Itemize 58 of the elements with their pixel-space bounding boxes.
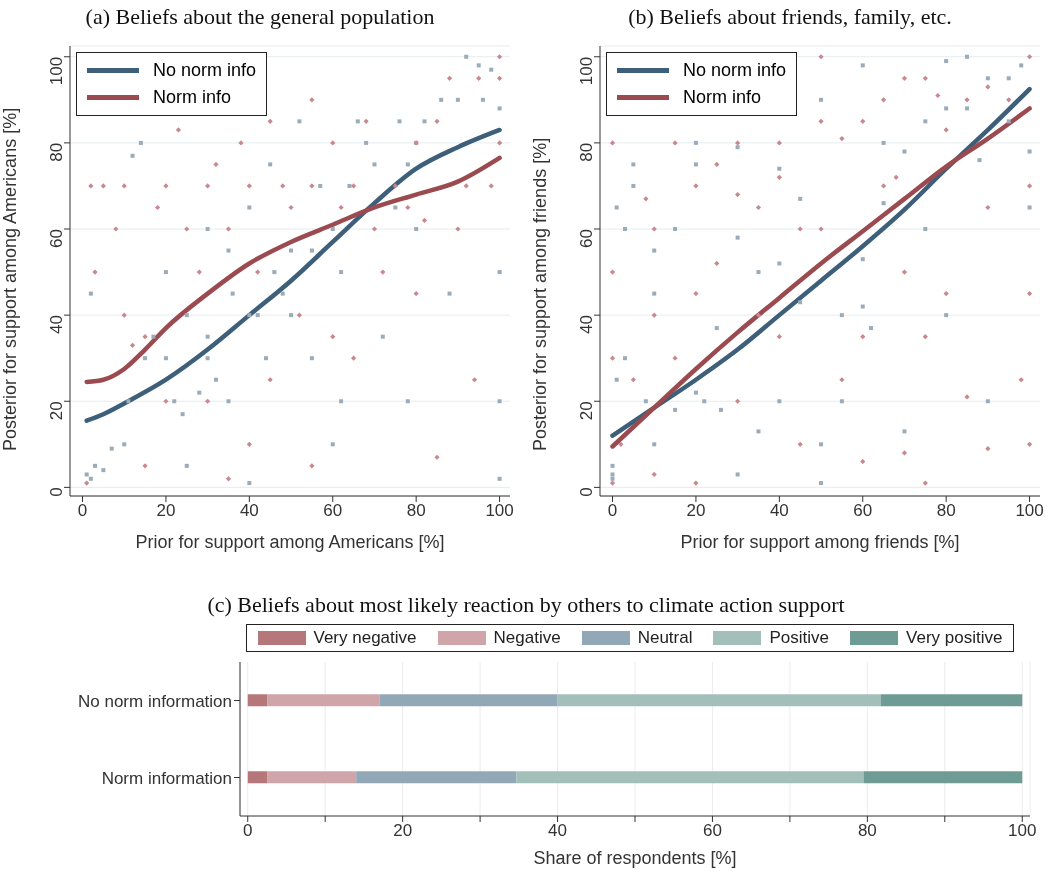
y-tick-label: Norm information — [101, 768, 232, 788]
y-tick-label: 60 — [577, 229, 597, 248]
chart-title: (a) Beliefs about the general population — [84, 3, 436, 31]
legend-label: Very positive — [905, 628, 1003, 648]
x-tick-label: 60 — [323, 501, 343, 521]
legend-label: Negative — [492, 628, 561, 648]
legend-label: No norm info — [683, 60, 787, 81]
x-axis-title: Prior for support among friends [%] — [680, 532, 960, 552]
x-tick-label: 100 — [485, 501, 514, 521]
y-tick-label: 0 — [47, 487, 67, 497]
y-tick-label: 40 — [47, 315, 67, 335]
x-axis-title: Share of respondents [%] — [533, 848, 737, 868]
x-tick-label: 0 — [607, 501, 618, 521]
y-tick-label: 100 — [47, 56, 67, 86]
y-tick-label: 40 — [577, 315, 597, 335]
x-tick-label: 80 — [857, 821, 877, 841]
y-tick-label: 20 — [577, 401, 597, 421]
y-tick-label: 0 — [577, 487, 597, 497]
y-tick-label: 100 — [577, 56, 597, 86]
bar — [247, 771, 268, 784]
x-tick-label: 20 — [393, 821, 413, 841]
y-tick-label: 60 — [47, 229, 67, 248]
legend-label: Very negative — [312, 628, 417, 648]
y-tick-label: 20 — [47, 401, 67, 421]
bar — [267, 771, 357, 784]
legend-label: Positive — [768, 628, 830, 648]
x-tick-label: 60 — [853, 501, 873, 521]
bar — [516, 771, 864, 784]
bar — [863, 771, 1023, 784]
x-tick-label: 80 — [406, 501, 426, 521]
legend-label: No norm info — [153, 60, 257, 81]
bar — [356, 771, 517, 784]
x-tick-label: 100 — [1008, 821, 1037, 841]
bar — [880, 694, 1023, 707]
bar — [557, 694, 881, 707]
x-tick-label: 80 — [936, 501, 956, 521]
bar — [267, 694, 380, 707]
y-tick-label: 80 — [577, 142, 597, 162]
y-tick-label: No norm information — [77, 691, 232, 711]
x-axis-title: Prior for support among Americans [%] — [135, 532, 445, 552]
bar — [247, 694, 268, 707]
x-tick-label: 40 — [769, 501, 789, 521]
x-tick-label: 40 — [239, 501, 259, 521]
x-tick-label: 100 — [1015, 501, 1044, 521]
legend-label: Norm info — [153, 87, 232, 108]
x-tick-label: 60 — [702, 821, 722, 841]
x-tick-label: 0 — [77, 501, 88, 521]
y-tick-label: 80 — [47, 142, 67, 162]
x-tick-label: 40 — [548, 821, 568, 841]
x-tick-label: 0 — [243, 821, 253, 841]
chart-title: (b) Beliefs about friends, family, etc. — [627, 3, 953, 31]
y-axis-title: Posterior for support among friends [%] — [530, 137, 551, 451]
x-tick-label: 20 — [686, 501, 706, 521]
y-axis-title: Posterior for support among Americans [%] — [0, 107, 21, 451]
bar — [379, 694, 558, 707]
legend-label: Neutral — [636, 628, 693, 648]
chart-title: (c) Beliefs about most likely reaction by others to climate action support — [206, 591, 846, 619]
legend-label: Norm info — [683, 87, 762, 108]
